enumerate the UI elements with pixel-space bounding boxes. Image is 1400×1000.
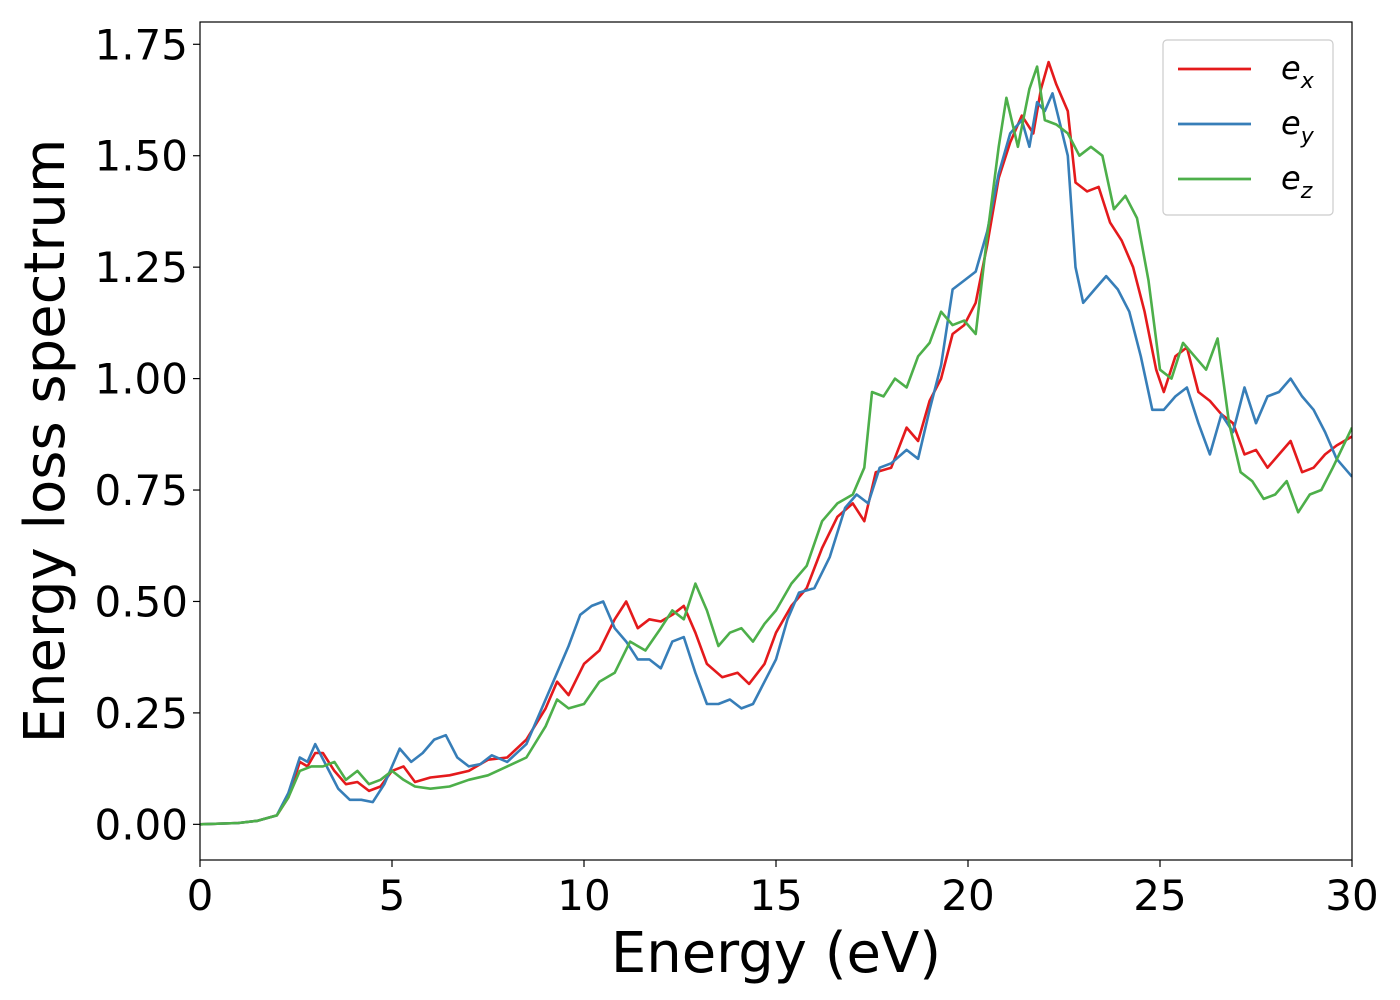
x-axis-ticks: 0 5 10 15 20 25 30: [187, 860, 1379, 920]
y-tick-label: 1.00: [94, 355, 188, 404]
y-tick-label: 0.00: [94, 800, 188, 849]
series-line-z: [200, 65, 1352, 826]
x-tick-label: 30: [1325, 871, 1378, 920]
x-tick-label: 20: [941, 871, 994, 920]
x-axis-title: Energy (eV): [611, 921, 941, 986]
y-tick-label: 0.50: [94, 577, 188, 626]
series-layer: [200, 60, 1352, 826]
y-axis-title: Energy loss spectrum: [13, 139, 78, 744]
legend-box: [1162, 39, 1334, 216]
y-tick-label: 0.75: [94, 466, 188, 515]
x-tick-label: 0: [187, 871, 214, 920]
y-axis-ticks: 0.00 0.25 0.50 0.75 1.00 1.25 1.50 1.75: [94, 20, 200, 849]
x-tick-label: 10: [557, 871, 610, 920]
y-tick-label: 1.25: [94, 243, 188, 292]
x-tick-label: 5: [379, 871, 406, 920]
y-tick-label: 1.75: [94, 20, 188, 69]
y-tick-label: 0.25: [94, 689, 188, 738]
series-line-x: [200, 60, 1352, 826]
y-tick-label: 1.50: [94, 132, 188, 181]
series-line-y: [200, 92, 1352, 826]
x-tick-label: 25: [1133, 871, 1186, 920]
x-tick-label: 15: [749, 871, 802, 920]
